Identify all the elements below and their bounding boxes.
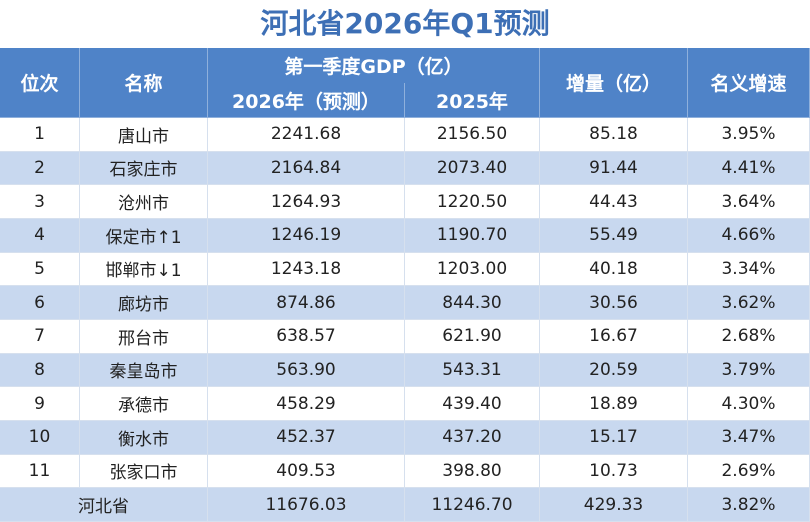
table-cell: 4.41% [688, 151, 810, 186]
table-cell: 1264.93 [208, 185, 405, 219]
table-cell: 1203.00 [405, 252, 540, 287]
table-cell: 437.20 [405, 421, 540, 455]
table-cell: 8 [0, 353, 80, 388]
table-cell: 621.90 [405, 320, 540, 354]
header-cell: 2025年 [405, 83, 540, 118]
table-cell: 2.69% [688, 454, 810, 489]
table-cell: 85.18 [540, 118, 688, 152]
table-cell: 4.66% [688, 219, 810, 253]
table-cell: 1190.70 [405, 219, 540, 253]
table-cell: 4.30% [688, 387, 810, 421]
table-cell: 2156.50 [405, 118, 540, 152]
total-cell: 河北省 [0, 488, 208, 522]
table-cell: 衡水市 [80, 421, 208, 455]
table-cell: 唐山市 [80, 118, 208, 152]
table-cell: 458.29 [208, 387, 405, 421]
table-cell: 40.18 [540, 252, 688, 287]
table-cell: 2241.68 [208, 118, 405, 152]
table-cell: 18.89 [540, 387, 688, 421]
table-cell: 沧州市 [80, 185, 208, 219]
total-cell: 11676.03 [208, 488, 405, 522]
table-cell: 廊坊市 [80, 286, 208, 320]
table-cell: 638.57 [208, 320, 405, 354]
table-cell: 30.56 [540, 286, 688, 320]
total-cell: 11246.70 [405, 488, 540, 522]
table-cell: 3.64% [688, 185, 810, 219]
table-cell: 3.47% [688, 421, 810, 455]
table-cell: 1243.18 [208, 252, 405, 287]
table-cell: 844.30 [405, 286, 540, 320]
table-cell: 2 [0, 151, 80, 186]
table-cell: 409.53 [208, 454, 405, 489]
table-cell: 44.43 [540, 185, 688, 219]
table-cell: 20.59 [540, 353, 688, 388]
header-cell: 第一季度GDP（亿） [208, 48, 540, 83]
table-cell: 承德市 [80, 387, 208, 421]
table-cell: 398.80 [405, 454, 540, 489]
table-cell: 张家口市 [80, 454, 208, 489]
table-cell: 秦皇岛市 [80, 353, 208, 388]
table-cell: 2164.84 [208, 151, 405, 186]
table-cell: 4 [0, 219, 80, 253]
table-cell: 3.62% [688, 286, 810, 320]
table-cell: 1 [0, 118, 80, 152]
table-cell: 55.49 [540, 219, 688, 253]
header-cell: 名称 [80, 48, 208, 118]
table-cell: 9 [0, 387, 80, 421]
table-cell: 邢台市 [80, 320, 208, 354]
table-cell: 3.79% [688, 353, 810, 388]
table-cell: 874.86 [208, 286, 405, 320]
table-cell: 16.67 [540, 320, 688, 354]
title: 河北省2026年Q1预测 [260, 7, 550, 40]
table-cell: 保定市↑1 [80, 219, 208, 253]
table-cell: 10.73 [540, 454, 688, 489]
table-cell: 563.90 [208, 353, 405, 388]
table-cell: 10 [0, 421, 80, 455]
table-cell: 1220.50 [405, 185, 540, 219]
header-cell: 位次 [0, 48, 80, 118]
table-cell: 91.44 [540, 151, 688, 186]
table-cell: 452.37 [208, 421, 405, 455]
table: 位次 名称 第一季度GDP（亿） 2026年（预测） 2025年 增量（亿） 名义增速 1 唐山… [0, 48, 810, 522]
table-cell: 1246.19 [208, 219, 405, 253]
table-cell: 7 [0, 320, 80, 354]
table-cell: 15.17 [540, 421, 688, 455]
table-cell: 3 [0, 185, 80, 219]
table-cell: 2073.40 [405, 151, 540, 186]
total-cell: 3.82% [688, 488, 810, 522]
header-cell: 增量（亿） [540, 48, 688, 118]
table-cell: 439.40 [405, 387, 540, 421]
table-cell: 11 [0, 454, 80, 489]
total-cell: 429.33 [540, 488, 688, 522]
table-cell: 5 [0, 252, 80, 287]
table-cell: 石家庄市 [80, 151, 208, 186]
table-cell: 543.31 [405, 353, 540, 388]
table-cell: 3.95% [688, 118, 810, 152]
header-cell: 名义增速 [688, 48, 810, 118]
table-cell: 6 [0, 286, 80, 320]
table-cell: 邯郸市↓1 [80, 252, 208, 287]
header-cell: 2026年（预测） [208, 83, 405, 118]
table-cell: 2.68% [688, 320, 810, 354]
table-cell: 3.34% [688, 252, 810, 287]
